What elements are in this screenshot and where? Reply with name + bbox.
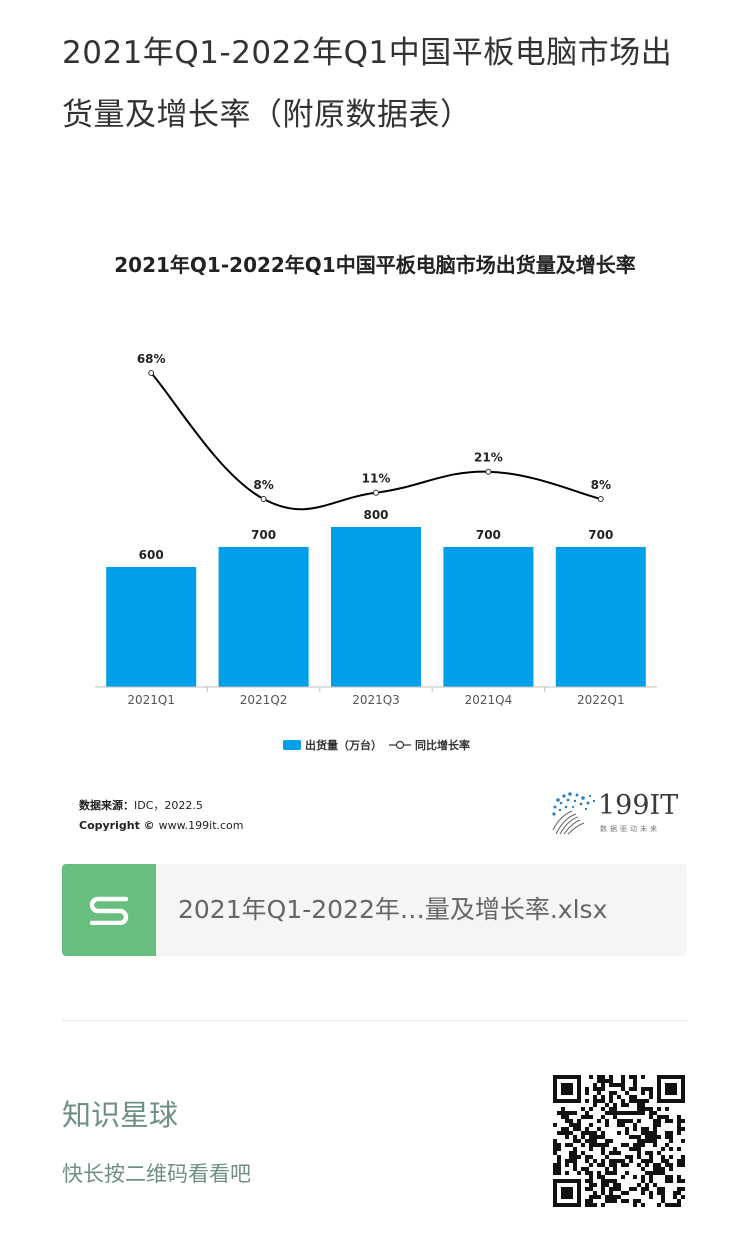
bar-value-label: 700 [588,528,613,542]
source-block: 数据来源：IDC，2022.5 Copyright © www.199it.com [79,798,244,832]
x-tick-label: 2021Q4 [465,693,513,707]
growth-point-2021Q2 [260,496,267,502]
source-text: IDC，2022.5 [134,799,203,812]
growth-value-label: 8% [591,478,611,492]
source-line: 数据来源：IDC，2022.5 [79,798,203,812]
bar-2021Q2 [218,547,309,687]
growth-line-series: 68% 8% 11% 21% 8% [137,352,611,511]
source-label: 数据来源： [79,798,134,812]
x-tick-label: 2022Q1 [577,693,625,707]
legend: 出货量（万台） 同比增长率 [283,738,470,752]
bar-series: 600 700 800 700 700 [106,508,646,687]
growth-value-label: 11% [362,472,391,486]
x-axis-ticks: 2021Q1 2021Q2 2021Q3 2021Q4 2022Q1 [127,687,625,707]
divider [62,1020,687,1021]
growth-value-label: 68% [137,352,166,366]
growth-point-2021Q4 [485,468,492,475]
logo-text: 199IT [598,790,679,821]
legend-label-line: 同比增长率 [415,738,470,752]
file-name: 2021年Q1-2022年…量及增长率.xlsx [178,895,608,924]
bar-2021Q1 [106,567,197,687]
bar-value-label: 700 [476,528,501,542]
x-tick-label: 2021Q2 [240,693,288,707]
legend-label-bar: 出货量（万台） [305,738,382,752]
copyright-label: Copyright © [79,819,155,832]
file-attachment-card[interactable]: 2021年Q1-2022年…量及增长率.xlsx [62,864,687,956]
logo-tagline: 数据驱动未来 [600,825,660,833]
qr-code[interactable] [553,1075,685,1207]
bar-2021Q4 [443,547,534,687]
growth-point-2022Q1 [597,496,604,502]
copyright-text: www.199it.com [159,819,244,832]
growth-point-2021Q3 [373,489,379,496]
bar-value-label: 600 [139,548,164,562]
logo-burst-icon [552,792,596,835]
growth-value-label: 8% [253,478,273,492]
x-tick-label: 2021Q3 [352,693,400,707]
growth-line [150,372,602,511]
legend-swatch-bar [283,740,301,750]
page-title: 2021年Q1-2022年Q1中国平板电脑市场出货量及增长率（附原数据表） [62,35,673,133]
copyright-line: Copyright © www.199it.com [79,819,244,832]
wps-s-icon [62,864,156,956]
bar-value-label: 700 [251,528,276,542]
footer-title: 知识星球 [62,1098,179,1132]
logo-199it: 199IT 数据驱动未来 [550,790,710,840]
chart-title: 2021年Q1-2022年Q1中国平板电脑市场出货量及增长率 [114,253,635,277]
growth-value-label: 21% [474,451,503,465]
footer-subtitle: 快长按二维码看看吧 [62,1162,251,1186]
bar-2022Q1 [555,547,646,687]
bar-value-label: 800 [363,508,388,522]
legend-swatch-marker [395,740,405,750]
growth-point-2021Q1 [148,370,155,376]
chart: 2021年Q1-2022年Q1中国平板电脑市场出货量及增长率 600 700 800… [79,253,657,832]
x-tick-label: 2021Q1 [127,693,175,707]
bar-2021Q3 [331,527,421,687]
